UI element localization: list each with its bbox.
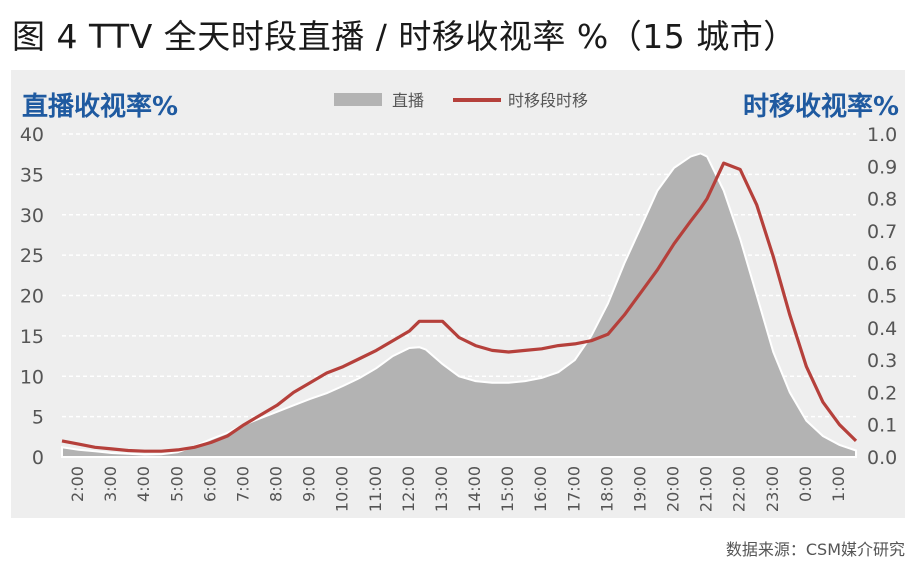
y-right-tick-label: 0.7 [867, 221, 897, 243]
x-tick-label: 8:00 [267, 466, 286, 502]
left-axis-title: 直播收视率% [22, 92, 179, 122]
y-right-tick-label: 0.4 [867, 318, 897, 340]
x-tick-label: 2:00 [68, 466, 87, 502]
x-tick-label: 5:00 [167, 466, 186, 502]
y-left-tick-label: 15 [20, 326, 44, 348]
line-timeshift [61, 161, 858, 453]
y-right-tick-label: 0.9 [867, 156, 897, 178]
x-tick-label: 9:00 [300, 466, 319, 502]
y-left-tick-label: 40 [20, 124, 44, 146]
x-tick-label: 13:00 [432, 466, 451, 512]
series-line-timeshift [61, 161, 858, 453]
chart-title: 图 4 TTV 全天时段直播 / 时移收视率 %（15 城市） [12, 17, 797, 56]
y-left-tick-label: 30 [20, 205, 44, 227]
y-right-tick-label: 0.0 [867, 447, 897, 469]
legend-label-live: 直播 [392, 91, 424, 110]
y-left-tick-label: 0 [32, 447, 44, 469]
axis-tick-labels: 0 5 10 15 20 25 30 35 40 0.0 0.1 0.2 0.3 0.4 0.5 0.6 0.7… [20, 124, 897, 512]
area-live [61, 152, 857, 458]
x-tick-label: 23:00 [763, 466, 782, 512]
x-tick-label: 12:00 [399, 466, 418, 512]
x-tick-label: 0:00 [796, 466, 815, 502]
y-right-tick-label: 0.8 [867, 189, 897, 211]
y-right-tick-label: 0.3 [867, 350, 897, 372]
x-tick-label: 19:00 [631, 466, 650, 512]
y-left-tick-label: 35 [20, 164, 44, 186]
x-tick-label: 15:00 [498, 466, 517, 512]
x-tick-label: 20:00 [664, 466, 683, 512]
y-left-tick-label: 25 [20, 245, 44, 267]
x-tick-label: 16:00 [531, 466, 550, 512]
x-tick-label: 7:00 [233, 466, 252, 502]
x-tick-label: 17:00 [564, 466, 583, 512]
x-tick-label: 4:00 [134, 466, 153, 502]
y-right-tick-label: 1.0 [867, 124, 897, 146]
legend-label-timeshift: 时移段时移 [508, 91, 588, 110]
x-tick-label: 14:00 [465, 466, 484, 512]
x-tick-label: 18:00 [597, 466, 616, 512]
source-note: 数据来源：CSM媒介研究 [725, 540, 905, 559]
legend-swatch-live [334, 93, 382, 106]
x-tick-label: 3:00 [101, 466, 120, 502]
x-tick-label: 21:00 [697, 466, 716, 512]
x-tick-label: 10:00 [333, 466, 352, 512]
series-area-live [61, 152, 857, 458]
x-tick-label: 11:00 [366, 466, 385, 512]
x-tick-label: 6:00 [200, 466, 219, 502]
x-tick-label: 1:00 [829, 466, 848, 502]
y-right-tick-label: 0.2 [867, 382, 897, 404]
y-left-tick-label: 5 [32, 407, 44, 429]
right-axis-title: 时移收视率% [742, 92, 899, 122]
y-right-tick-label: 0.1 [867, 415, 897, 437]
legend: 直播 时移段时移 [334, 91, 588, 110]
y-left-tick-label: 10 [20, 366, 44, 388]
x-tick-label: 22:00 [730, 466, 749, 512]
y-right-tick-label: 0.6 [867, 253, 897, 275]
y-right-tick-label: 0.5 [867, 286, 897, 308]
y-left-tick-label: 20 [20, 286, 44, 308]
